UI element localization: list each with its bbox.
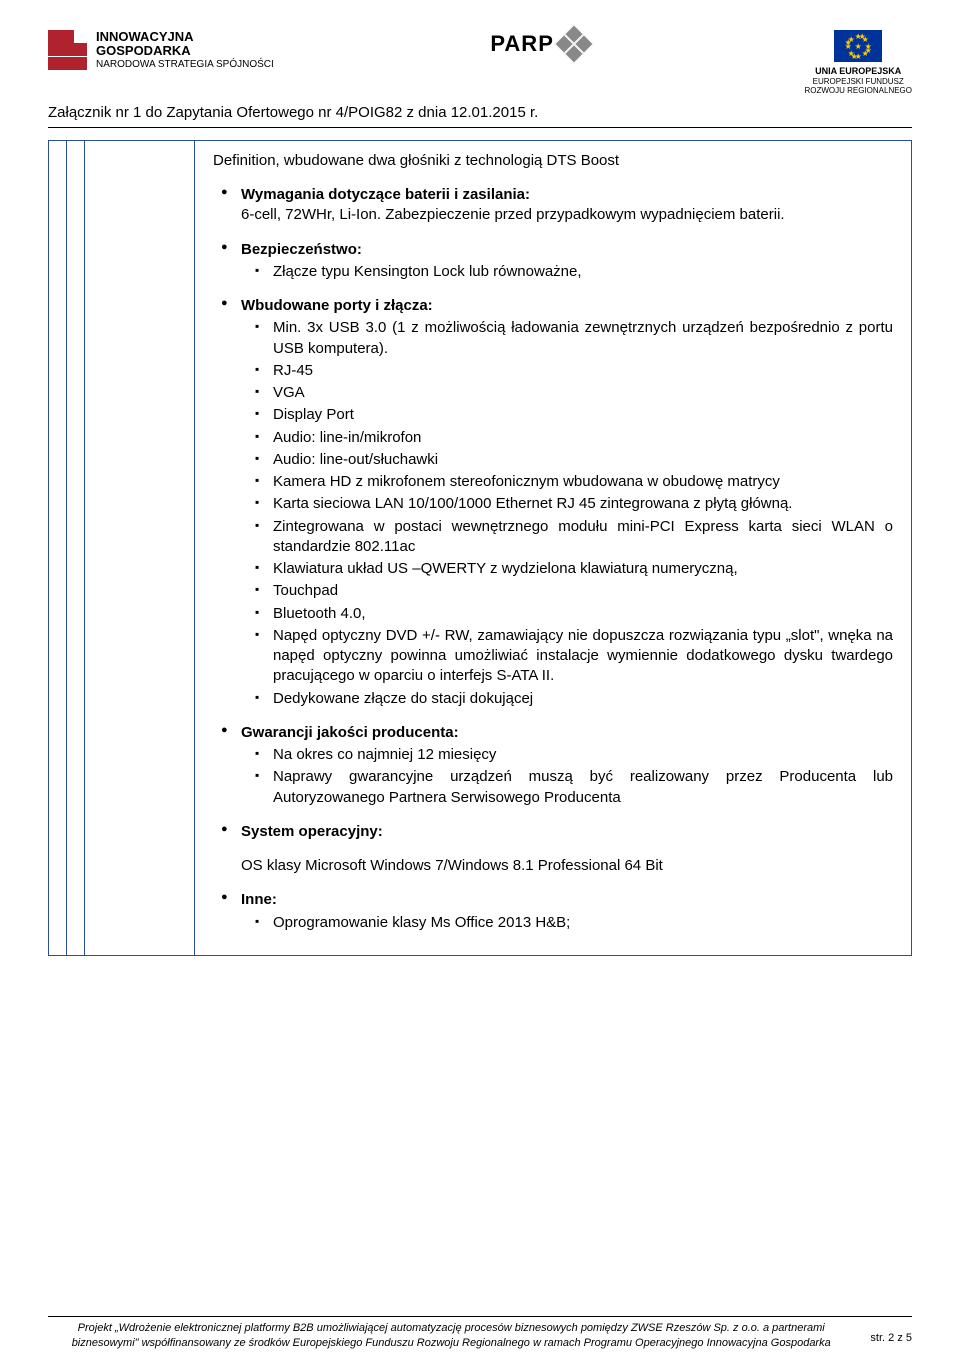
os-body: OS klasy Microsoft Windows 7/Windows 8.1… xyxy=(213,856,893,876)
other-item: Oprogramowanie klasy Ms Office 2013 H&B; xyxy=(241,913,893,933)
ig-cube-icon xyxy=(48,30,88,70)
eu-line2: ROZWOJU REGIONALNEGO xyxy=(804,86,912,95)
ports-item: Min. 3x USB 3.0 (1 z możliwością ładowan… xyxy=(241,318,893,359)
warranty-item: Na okres co najmniej 12 miesięcy xyxy=(241,745,893,765)
ports-item: RJ-45 xyxy=(241,361,893,381)
security-item: Złącze typu Kensington Lock lub równoważ… xyxy=(241,262,893,282)
document-header: Załącznik nr 1 do Zapytania Ofertowego n… xyxy=(48,104,912,121)
ports-item: Touchpad xyxy=(241,581,893,601)
table-col-3 xyxy=(85,140,195,955)
ports-item: Audio: line-out/słuchawki xyxy=(241,450,893,470)
parp-text: PARP xyxy=(490,31,554,57)
section-os-title: System operacyjny: xyxy=(241,823,383,840)
intro-text: Definition, wbudowane dwa głośniki z tec… xyxy=(213,151,893,171)
section-other: Inne: Oprogramowanie klasy Ms Office 201… xyxy=(213,890,893,933)
ports-item: Display Port xyxy=(241,405,893,425)
logo-parp: PARP xyxy=(490,30,588,58)
header-separator xyxy=(48,127,912,128)
section-ports: Wbudowane porty i złącza: Min. 3x USB 3.… xyxy=(213,296,893,709)
footer-text: Projekt „Wdrożenie elektronicznej platfo… xyxy=(48,1321,854,1350)
footer-separator xyxy=(48,1316,912,1317)
logo-eu: UNIA EUROPEJSKA EUROPEJSKI FUNDUSZ ROZWO… xyxy=(804,30,912,96)
table-col-1 xyxy=(49,140,67,955)
logo-innowacyjna-gospodarka: INNOWACYJNA GOSPODARKA NARODOWA STRATEGI… xyxy=(48,30,274,70)
eu-line1: EUROPEJSKI FUNDUSZ xyxy=(813,77,904,86)
ports-item: Audio: line-in/mikrofon xyxy=(241,428,893,448)
ports-item: Napęd optyczny DVD +/- RW, zamawiający n… xyxy=(241,626,893,687)
ports-item: Karta sieciowa LAN 10/100/1000 Ethernet … xyxy=(241,494,893,514)
section-other-title: Inne: xyxy=(241,891,277,908)
eu-flag-icon xyxy=(834,30,882,62)
content-table: Definition, wbudowane dwa głośniki z tec… xyxy=(48,140,912,956)
page-footer: Projekt „Wdrożenie elektronicznej platfo… xyxy=(48,1316,912,1350)
table-col-2 xyxy=(67,140,85,955)
page-number: str. 2 z 5 xyxy=(870,1332,912,1350)
section-warranty-title: Gwarancji jakości producenta: xyxy=(241,724,459,741)
section-battery-body: 6-cell, 72WHr, Li-Ion. Zabezpieczenie pr… xyxy=(241,206,785,223)
ports-item: VGA xyxy=(241,383,893,403)
parp-diamond-icon xyxy=(554,24,594,64)
section-battery: Wymagania dotyczące baterii i zasilania:… xyxy=(213,185,893,226)
section-os: System operacyjny: xyxy=(213,822,893,842)
ig-tagline: NARODOWA STRATEGIA SPÓJNOŚCI xyxy=(96,59,274,70)
table-col-content: Definition, wbudowane dwa głośniki z tec… xyxy=(195,140,912,955)
ports-item: Klawiatura układ US –QWERTY z wydzielona… xyxy=(241,559,893,579)
section-warranty: Gwarancji jakości producenta: Na okres c… xyxy=(213,723,893,808)
section-ports-title: Wbudowane porty i złącza: xyxy=(241,297,433,314)
ig-title: INNOWACYJNA xyxy=(96,30,274,44)
section-battery-title: Wymagania dotyczące baterii i zasilania: xyxy=(241,186,530,203)
header-logos: INNOWACYJNA GOSPODARKA NARODOWA STRATEGI… xyxy=(48,30,912,96)
ports-item: Bluetooth 4.0, xyxy=(241,604,893,624)
ports-item: Zintegrowana w postaci wewnętrznego modu… xyxy=(241,517,893,558)
ig-sub: GOSPODARKA xyxy=(96,44,274,58)
eu-title: UNIA EUROPEJSKA xyxy=(815,66,901,76)
section-security-title: Bezpieczeństwo: xyxy=(241,241,362,258)
ports-item: Kamera HD z mikrofonem stereofonicznym w… xyxy=(241,472,893,492)
warranty-item: Naprawy gwarancyjne urządzeń muszą być r… xyxy=(241,767,893,808)
ports-item: Dedykowane złącze do stacji dokującej xyxy=(241,689,893,709)
section-security: Bezpieczeństwo: Złącze typu Kensington L… xyxy=(213,240,893,283)
